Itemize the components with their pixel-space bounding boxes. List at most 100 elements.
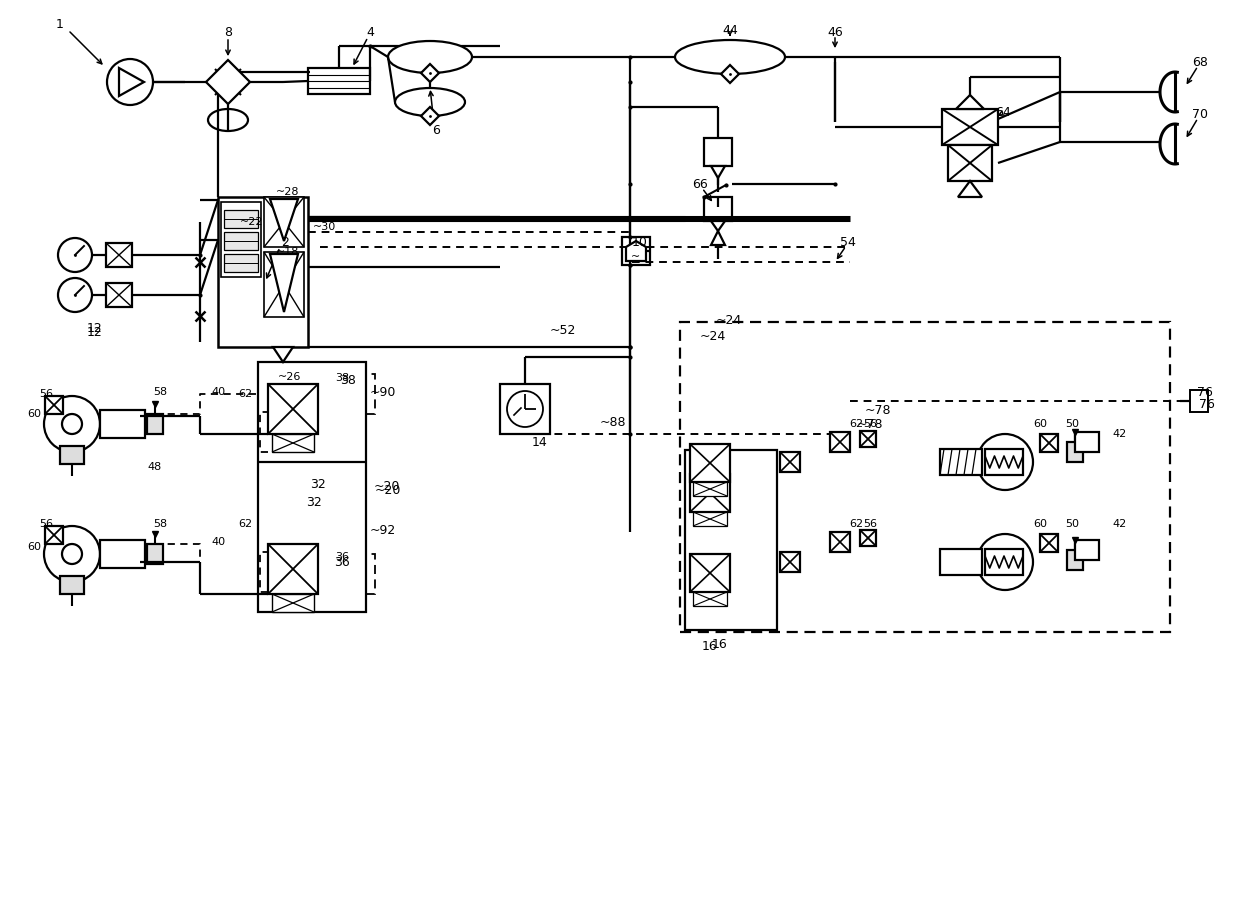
Bar xyxy=(45,526,63,544)
Bar xyxy=(940,449,982,475)
Text: 54: 54 xyxy=(839,235,856,248)
Bar xyxy=(689,554,730,592)
Bar xyxy=(105,283,131,307)
Bar xyxy=(272,594,314,612)
Polygon shape xyxy=(422,107,439,125)
Text: ~: ~ xyxy=(631,252,641,262)
Bar xyxy=(272,434,314,452)
Text: 10: 10 xyxy=(632,235,649,248)
Text: ~90: ~90 xyxy=(370,385,397,399)
Text: 56: 56 xyxy=(38,389,53,399)
Bar xyxy=(100,540,145,568)
Bar xyxy=(780,452,800,472)
Text: 36: 36 xyxy=(334,556,350,568)
Bar xyxy=(949,145,992,181)
Text: 38: 38 xyxy=(340,373,356,386)
Bar xyxy=(60,576,84,594)
Bar xyxy=(264,252,304,317)
Text: 36: 36 xyxy=(335,552,348,562)
Bar xyxy=(830,532,849,552)
Polygon shape xyxy=(273,347,293,362)
Bar xyxy=(1040,534,1058,552)
Circle shape xyxy=(507,391,543,427)
Polygon shape xyxy=(711,221,725,231)
Bar xyxy=(224,210,258,228)
Polygon shape xyxy=(270,254,298,312)
Text: 56: 56 xyxy=(863,519,877,529)
Bar xyxy=(45,396,63,414)
Ellipse shape xyxy=(396,88,465,116)
Bar xyxy=(684,450,777,630)
Polygon shape xyxy=(422,64,439,82)
Bar xyxy=(100,410,145,438)
Bar xyxy=(1075,432,1099,452)
Polygon shape xyxy=(270,199,298,241)
Ellipse shape xyxy=(208,109,248,131)
Text: 6: 6 xyxy=(432,124,440,136)
Circle shape xyxy=(58,278,92,312)
Text: ~78: ~78 xyxy=(857,418,883,430)
Text: ~18: ~18 xyxy=(277,247,299,257)
Text: 62: 62 xyxy=(238,519,252,529)
Circle shape xyxy=(43,526,100,582)
Text: 32: 32 xyxy=(310,477,326,491)
Polygon shape xyxy=(959,181,982,197)
Bar xyxy=(60,446,84,464)
Ellipse shape xyxy=(388,41,472,73)
Text: 38: 38 xyxy=(335,373,350,383)
Text: 16: 16 xyxy=(702,640,718,654)
Text: 70: 70 xyxy=(1192,107,1208,121)
Bar xyxy=(942,109,998,145)
Bar xyxy=(148,414,162,434)
Text: 32: 32 xyxy=(306,495,321,509)
Text: 42: 42 xyxy=(1112,429,1127,439)
Circle shape xyxy=(107,59,153,105)
Text: 64: 64 xyxy=(996,106,1011,118)
Bar xyxy=(693,592,727,606)
Text: 12: 12 xyxy=(87,326,103,338)
Bar xyxy=(264,197,304,247)
Bar xyxy=(1066,442,1083,462)
Text: 62: 62 xyxy=(238,389,252,399)
Bar xyxy=(268,544,317,594)
Text: 40: 40 xyxy=(211,537,226,547)
Bar xyxy=(1075,540,1099,560)
Text: ~78: ~78 xyxy=(864,403,892,417)
Text: ~24: ~24 xyxy=(715,314,743,327)
Circle shape xyxy=(977,434,1033,490)
Bar xyxy=(704,138,732,166)
Polygon shape xyxy=(206,60,250,104)
Text: 76: 76 xyxy=(1197,385,1213,399)
Bar xyxy=(985,449,1023,475)
Text: 66: 66 xyxy=(692,178,708,190)
Text: ~20: ~20 xyxy=(374,483,402,496)
Polygon shape xyxy=(956,95,985,109)
Circle shape xyxy=(994,552,1016,572)
Bar xyxy=(680,322,1171,632)
Bar xyxy=(780,552,800,572)
Polygon shape xyxy=(119,68,144,96)
Bar xyxy=(830,432,849,452)
Bar xyxy=(224,254,258,272)
Circle shape xyxy=(58,238,92,272)
Polygon shape xyxy=(711,231,725,245)
Text: ~30: ~30 xyxy=(312,222,336,232)
Text: 42: 42 xyxy=(1112,519,1127,529)
Bar xyxy=(500,384,551,434)
Bar xyxy=(268,384,317,434)
Text: 48: 48 xyxy=(148,462,162,472)
Text: ~20: ~20 xyxy=(374,481,401,493)
Bar xyxy=(1066,550,1083,570)
Text: 62: 62 xyxy=(849,419,863,429)
Text: ~52: ~52 xyxy=(551,324,577,336)
Text: 40: 40 xyxy=(211,387,226,397)
Bar xyxy=(689,474,730,512)
Circle shape xyxy=(994,452,1016,472)
Text: 8: 8 xyxy=(224,25,232,39)
Bar xyxy=(1040,434,1058,452)
Text: 56: 56 xyxy=(863,419,877,429)
Text: ~22: ~22 xyxy=(241,217,263,227)
Text: 50: 50 xyxy=(1065,519,1079,529)
Text: ~24: ~24 xyxy=(701,330,727,344)
Bar xyxy=(224,232,258,250)
